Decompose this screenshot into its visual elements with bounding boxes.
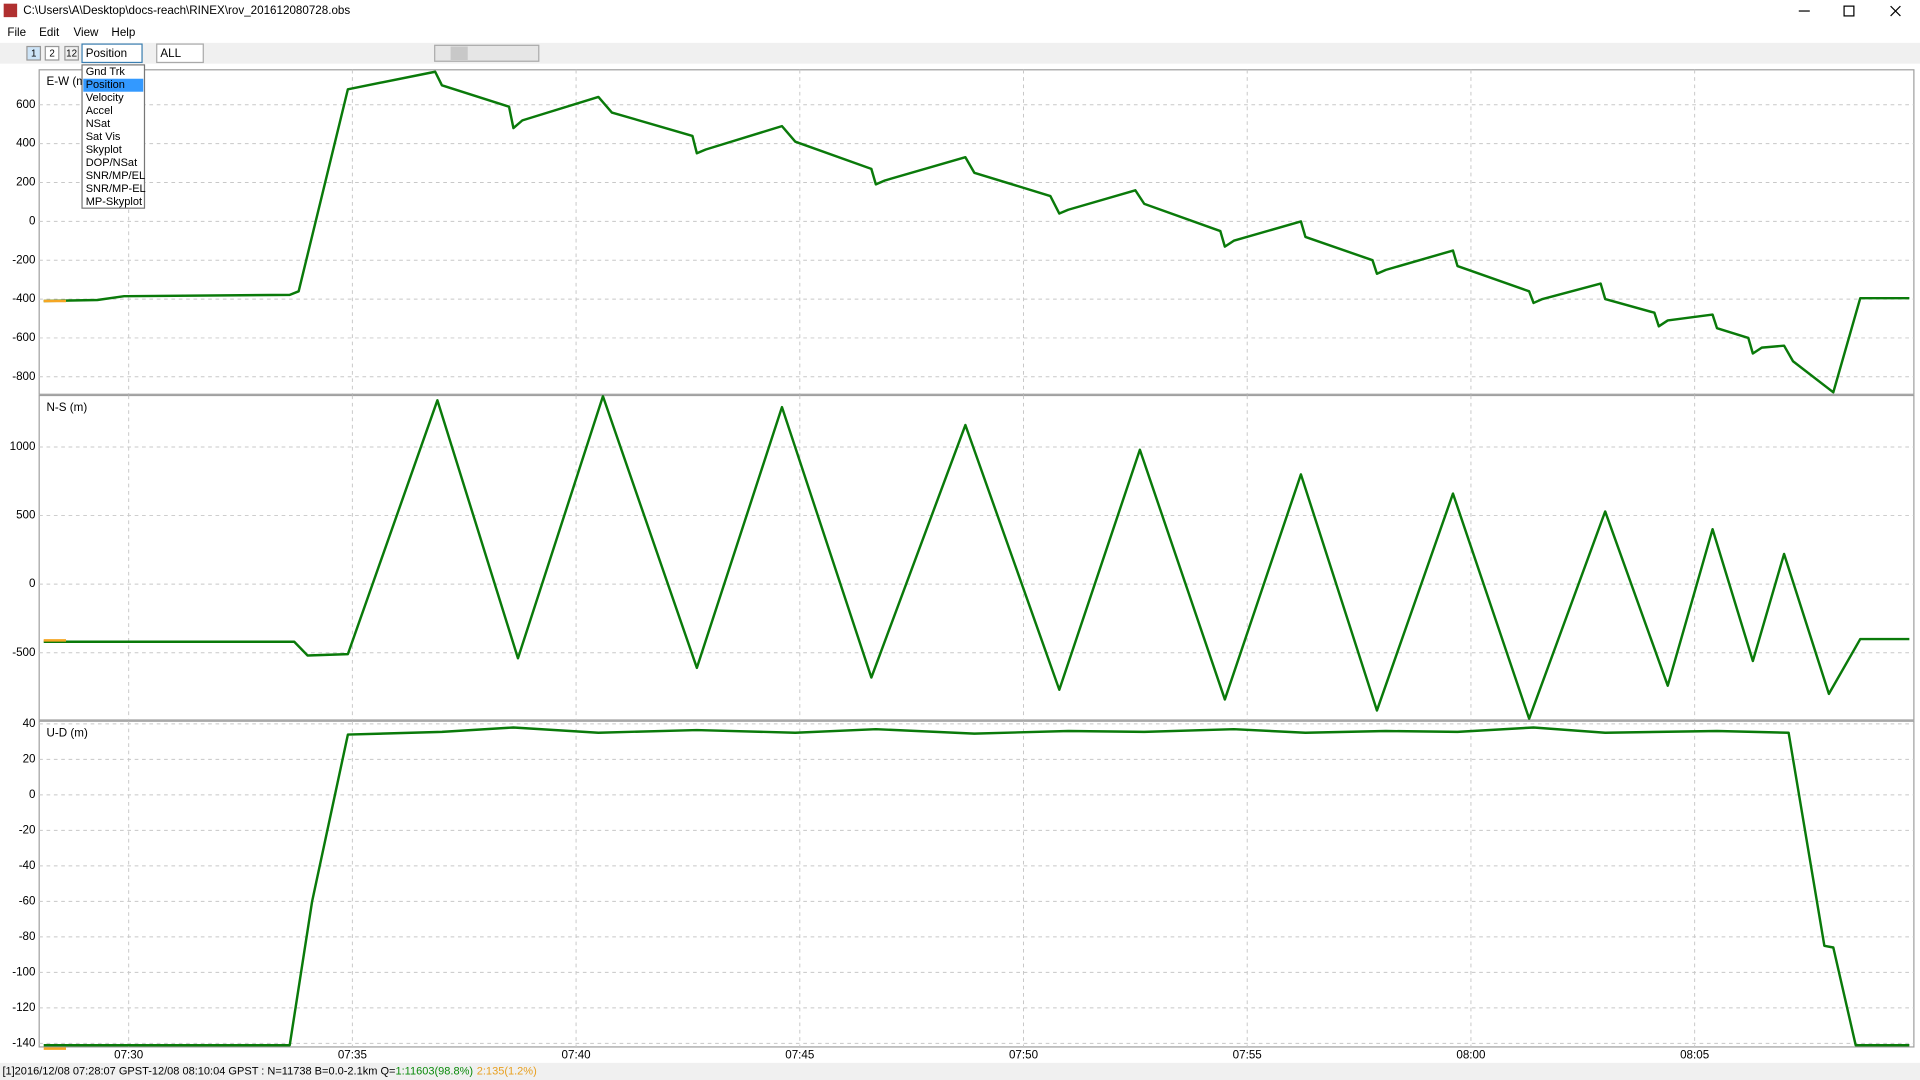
window-controls[interactable] (1798, 5, 1901, 17)
x-tick-label: 08:05 (1680, 1049, 1709, 1062)
toolbar-button-label: 12 (66, 48, 77, 59)
dropdown-item[interactable]: Accel (86, 105, 113, 117)
y-tick-label: -140 (12, 1036, 36, 1049)
toolbar-button-label: 2 (49, 48, 54, 59)
toolbar-button[interactable] (26, 45, 42, 61)
toolbar (0, 42, 1920, 64)
satellite-value: ALL (160, 47, 181, 60)
dropdown-item[interactable]: MP-Skyplot (86, 196, 142, 208)
y-tick-label: -200 (12, 253, 36, 266)
dropdown-item[interactable]: SNR/MP/EL (86, 170, 145, 182)
y-tick-label: -40 (19, 859, 36, 872)
y-tick-label: 40 (23, 717, 36, 730)
y-tick-label: -800 (12, 370, 36, 383)
toolbar-button[interactable] (44, 45, 60, 61)
y-tick-label: 1000 (10, 440, 36, 453)
y-tick-label: 0 (29, 577, 36, 590)
y-axis-label: E-W (m) (47, 75, 90, 88)
x-tick-label: 07:45 (785, 1049, 814, 1062)
plot-frame (38, 394, 1915, 721)
y-tick-label: -60 (19, 894, 36, 907)
y-tick-label: 0 (29, 788, 36, 801)
dropdown-item[interactable]: NSat (86, 118, 111, 130)
y-tick-label: 400 (16, 137, 36, 150)
x-tick-label: 08:00 (1456, 1049, 1486, 1062)
y-tick-label: 500 (16, 509, 36, 522)
x-tick-label: 07:30 (114, 1049, 144, 1062)
toolbar-button-label: 1 (31, 48, 36, 59)
menu-item[interactable]: File (7, 26, 26, 39)
close[interactable] (1890, 5, 1901, 17)
y-tick-label: 600 (16, 98, 36, 111)
y-tick-label: -400 (12, 292, 36, 305)
toolbar-buttons: 1 2 12 (26, 45, 79, 61)
x-tick-label: 07:40 (562, 1049, 592, 1062)
y-tick-label: 20 (23, 752, 36, 765)
dropdown-item[interactable]: Velocity (86, 92, 124, 104)
dropdown-item[interactable]: Sat Vis (86, 131, 121, 143)
status-q1: 1:11603(98.8%) (396, 1065, 474, 1077)
plot-frame (38, 69, 1915, 395)
x-tick-label: 07:50 (1009, 1049, 1039, 1062)
status-main: [1]2016/12/08 07:28:07 GPST-12/08 08:10:… (2, 1065, 395, 1077)
dropdown-item[interactable]: Position (86, 79, 125, 91)
data-line (43, 726, 1910, 1047)
status-text: [1]2016/12/08 07:28:07 GPST-12/08 08:10:… (2, 1065, 536, 1077)
y-tick-label: 200 (16, 176, 36, 189)
scroll-thumb[interactable] (450, 46, 468, 60)
menu-bar: File Edit View Help (7, 26, 135, 39)
y-tick-label: -500 (12, 646, 36, 659)
toolbar-button[interactable] (64, 45, 79, 61)
app-icon (3, 3, 18, 18)
y-tick-label: -80 (19, 930, 36, 943)
y-tick-label: 0 (29, 214, 36, 227)
status-q2: 2:135(1.2%) (477, 1065, 537, 1077)
data-line (43, 70, 1910, 394)
x-tick-label: 07:55 (1233, 1049, 1262, 1062)
satellite-combo[interactable] (156, 43, 204, 64)
menu-item[interactable]: Help (111, 26, 135, 39)
restore[interactable] (1843, 5, 1855, 17)
menu-item[interactable]: Edit (39, 26, 60, 39)
y-axis-label: U-D (m) (47, 727, 88, 740)
dropdown-item[interactable]: Skyplot (86, 144, 122, 156)
y-tick-label: -20 (19, 823, 36, 836)
plot-type-value: Position (86, 47, 127, 60)
y-axis-label: N-S (m) (47, 401, 88, 414)
dropdown-item[interactable]: DOP/NSat (86, 157, 137, 169)
time-scrollbar[interactable] (434, 44, 540, 62)
dropdown-highlight (83, 78, 144, 92)
dropdown-item[interactable]: SNR/MP-EL (86, 183, 146, 195)
status-bar (0, 1062, 1920, 1080)
y-tick-label: -120 (12, 1001, 36, 1014)
window-title: C:\Users\A\Desktop\docs-reach\RINEX\rov_… (23, 4, 350, 17)
y-tick-label: -600 (12, 331, 36, 344)
dropdown-item[interactable]: Gnd Trk (86, 66, 126, 78)
plot-frame (38, 720, 1915, 1048)
x-tick-label: 07:35 (338, 1049, 367, 1062)
menu-item[interactable]: View (73, 26, 99, 39)
data-line (43, 395, 1910, 720)
y-tick-label: -100 (12, 965, 36, 978)
plot-type-combo[interactable] (81, 43, 143, 64)
